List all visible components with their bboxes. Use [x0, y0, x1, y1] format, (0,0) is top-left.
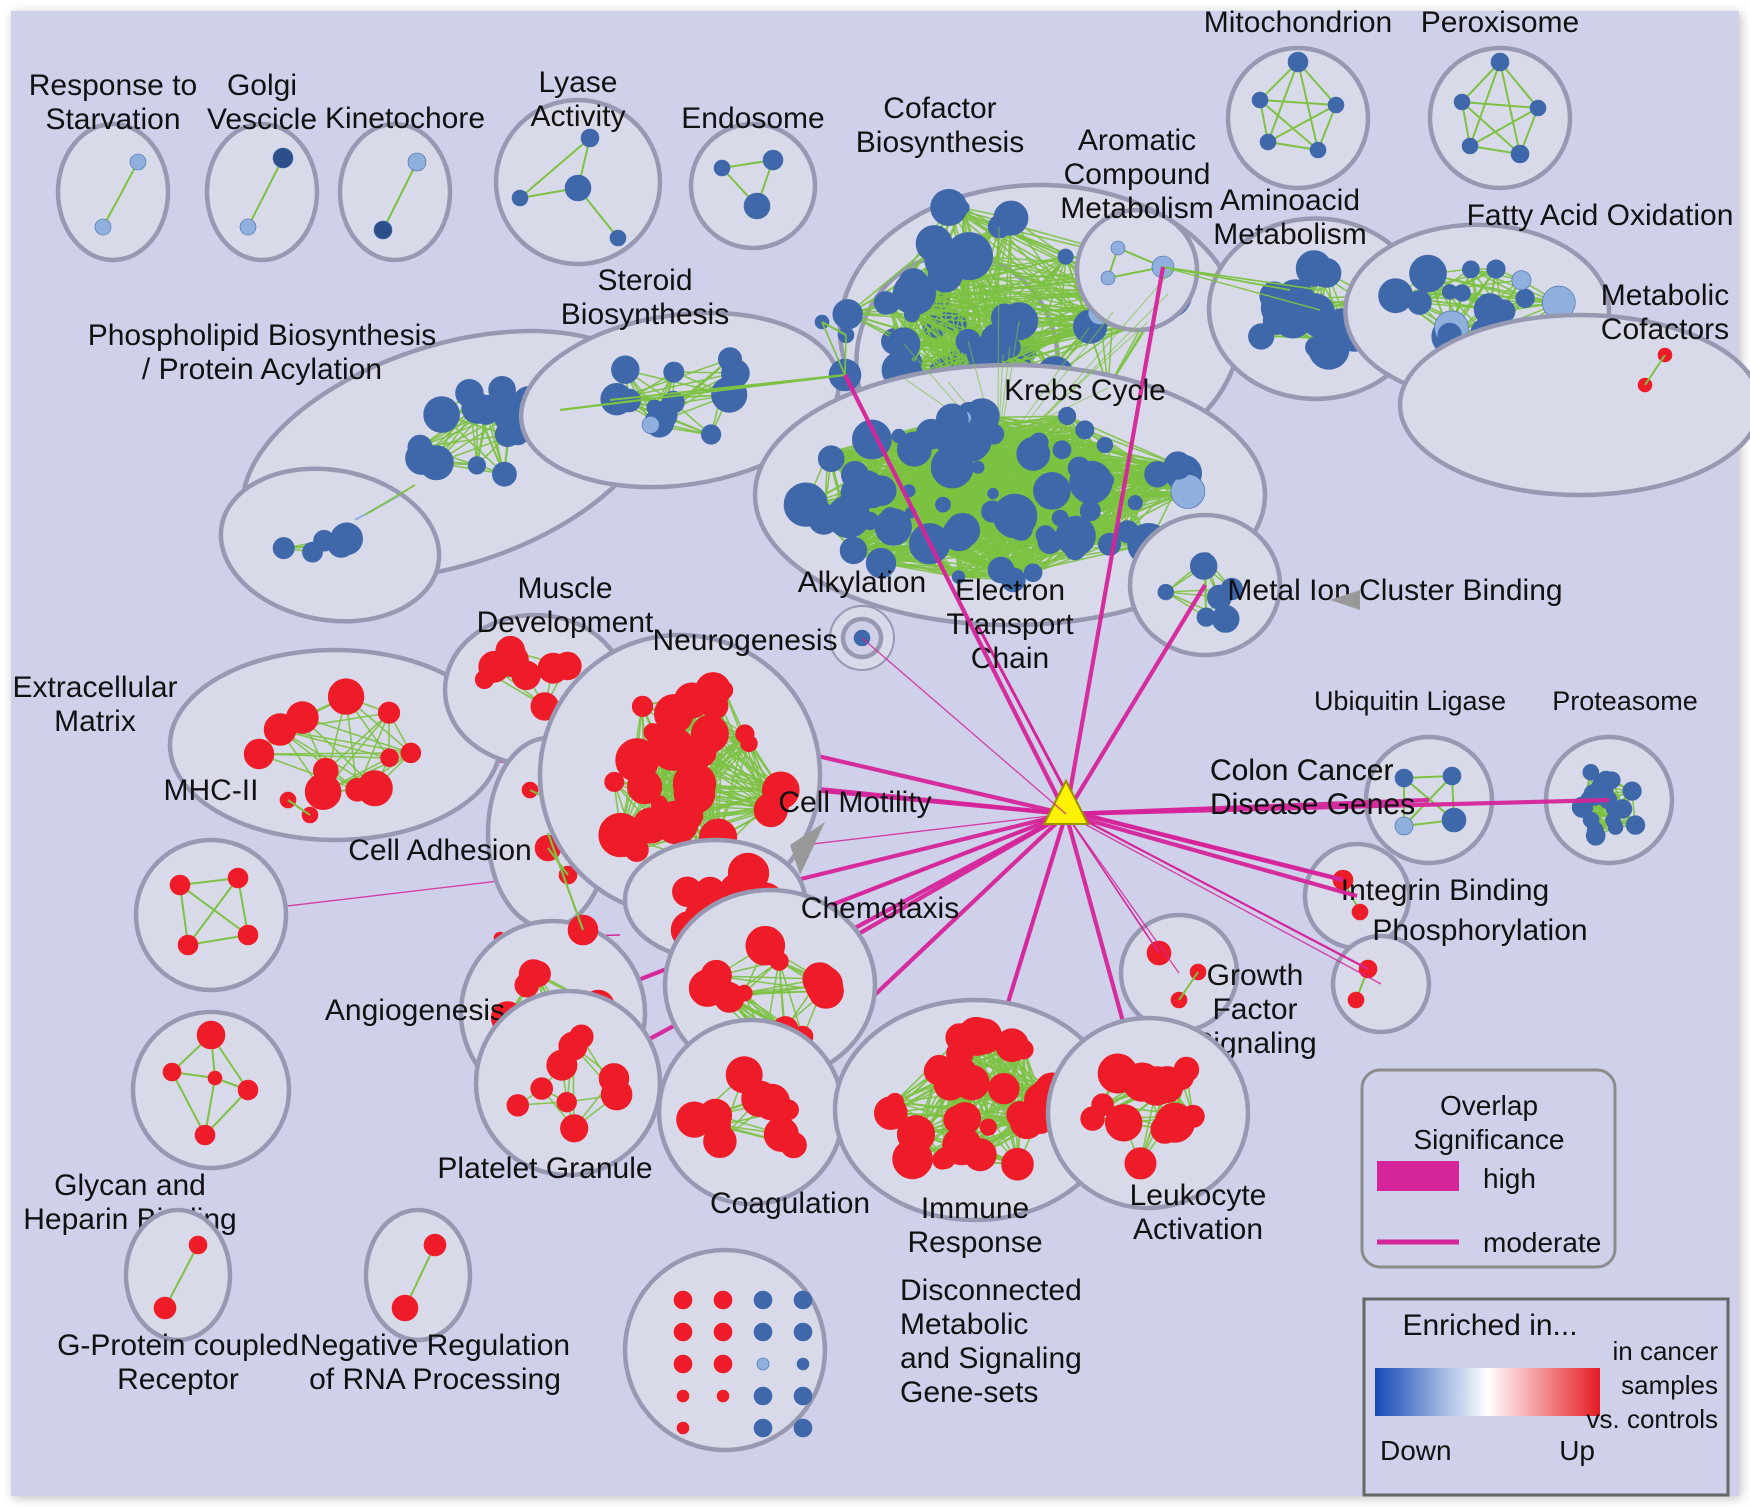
svg-text:Kinetochore: Kinetochore: [325, 102, 485, 135]
svg-text:Integrin Binding: Integrin Binding: [1341, 874, 1549, 907]
svg-text:Angiogenesis: Angiogenesis: [325, 994, 505, 1027]
svg-text:Activation: Activation: [1133, 1213, 1263, 1246]
svg-text:Vescicle: Vescicle: [207, 103, 317, 136]
svg-text:Up: Up: [1559, 1435, 1595, 1466]
svg-text:of RNA Processing: of RNA Processing: [309, 1363, 561, 1396]
svg-text:samples: samples: [1621, 1370, 1718, 1400]
svg-text:Chemotaxis: Chemotaxis: [801, 892, 959, 925]
svg-text:Negative Regulation: Negative Regulation: [300, 1329, 570, 1362]
svg-text:MHC-II: MHC-II: [164, 774, 259, 807]
svg-text:Coagulation: Coagulation: [710, 1187, 870, 1220]
svg-text:Colon Cancer: Colon Cancer: [1210, 754, 1393, 787]
svg-text:Leukocyte: Leukocyte: [1130, 1179, 1267, 1212]
svg-text:Extracellular: Extracellular: [12, 671, 177, 704]
svg-text:/ Protein Acylation: / Protein Acylation: [142, 353, 382, 386]
svg-text:Metabolic: Metabolic: [1601, 279, 1729, 312]
svg-text:Neurogenesis: Neurogenesis: [652, 624, 837, 657]
svg-text:Platelet Granule: Platelet Granule: [437, 1152, 652, 1185]
svg-text:Aromatic: Aromatic: [1078, 124, 1196, 157]
svg-text:Activity: Activity: [530, 100, 625, 133]
svg-text:Biosynthesis: Biosynthesis: [856, 126, 1024, 159]
svg-text:Golgi: Golgi: [227, 69, 297, 102]
svg-text:Factor: Factor: [1212, 993, 1297, 1026]
svg-text:Disconnected: Disconnected: [900, 1274, 1082, 1307]
svg-text:Response: Response: [907, 1226, 1042, 1259]
svg-text:Matrix: Matrix: [54, 705, 136, 738]
svg-text:Development: Development: [477, 606, 654, 639]
svg-text:Cell Motility: Cell Motility: [778, 786, 931, 819]
svg-text:moderate: moderate: [1483, 1227, 1601, 1258]
svg-text:high: high: [1483, 1163, 1536, 1194]
svg-text:Overlap: Overlap: [1440, 1090, 1538, 1121]
svg-text:Steroid: Steroid: [597, 264, 692, 297]
svg-text:G-Protein coupled: G-Protein coupled: [57, 1329, 299, 1362]
svg-text:vs. controls: vs. controls: [1587, 1404, 1719, 1434]
svg-text:Down: Down: [1380, 1435, 1452, 1466]
svg-text:Biosynthesis: Biosynthesis: [561, 298, 729, 331]
svg-text:Lyase: Lyase: [539, 66, 618, 99]
svg-text:Compound: Compound: [1064, 158, 1211, 191]
svg-text:Immune: Immune: [921, 1192, 1029, 1225]
svg-text:Metabolism: Metabolism: [1213, 218, 1366, 251]
svg-text:Gene-sets: Gene-sets: [900, 1376, 1038, 1409]
svg-text:Mitochondrion: Mitochondrion: [1204, 6, 1392, 39]
svg-text:Starvation: Starvation: [45, 103, 180, 136]
svg-text:Response to: Response to: [29, 69, 197, 102]
svg-text:Cofactors: Cofactors: [1601, 313, 1729, 346]
svg-text:Disease Genes: Disease Genes: [1210, 788, 1415, 821]
svg-text:Receptor: Receptor: [117, 1363, 239, 1396]
svg-text:Metabolic: Metabolic: [900, 1308, 1028, 1341]
svg-text:Electron: Electron: [955, 574, 1065, 607]
svg-text:in cancer: in cancer: [1613, 1336, 1719, 1366]
svg-text:Metabolism: Metabolism: [1060, 192, 1213, 225]
svg-text:Metal Ion Cluster Binding: Metal Ion Cluster Binding: [1227, 574, 1562, 607]
svg-text:Phosphorylation: Phosphorylation: [1372, 914, 1587, 947]
svg-text:Enriched in...: Enriched in...: [1402, 1309, 1577, 1342]
svg-text:Ubiquitin Ligase: Ubiquitin Ligase: [1314, 686, 1506, 716]
svg-text:Growth: Growth: [1207, 959, 1304, 992]
svg-text:Glycan and: Glycan and: [54, 1169, 206, 1202]
svg-text:and Signaling: and Signaling: [900, 1342, 1082, 1375]
svg-text:Fatty Acid Oxidation: Fatty Acid Oxidation: [1467, 199, 1734, 232]
svg-text:Phospholipid Biosynthesis: Phospholipid Biosynthesis: [88, 319, 437, 352]
svg-text:Muscle: Muscle: [517, 572, 612, 605]
svg-text:Krebs Cycle: Krebs Cycle: [1004, 374, 1166, 407]
svg-text:Significance: Significance: [1414, 1124, 1565, 1155]
svg-text:Proteasome: Proteasome: [1552, 686, 1698, 716]
svg-text:Aminoacid: Aminoacid: [1220, 184, 1360, 217]
svg-text:Cofactor: Cofactor: [883, 92, 996, 125]
svg-text:Peroxisome: Peroxisome: [1421, 6, 1579, 39]
svg-text:Cell Adhesion: Cell Adhesion: [348, 834, 531, 867]
svg-text:Alkylation: Alkylation: [798, 566, 926, 599]
svg-text:Endosome: Endosome: [681, 102, 824, 135]
